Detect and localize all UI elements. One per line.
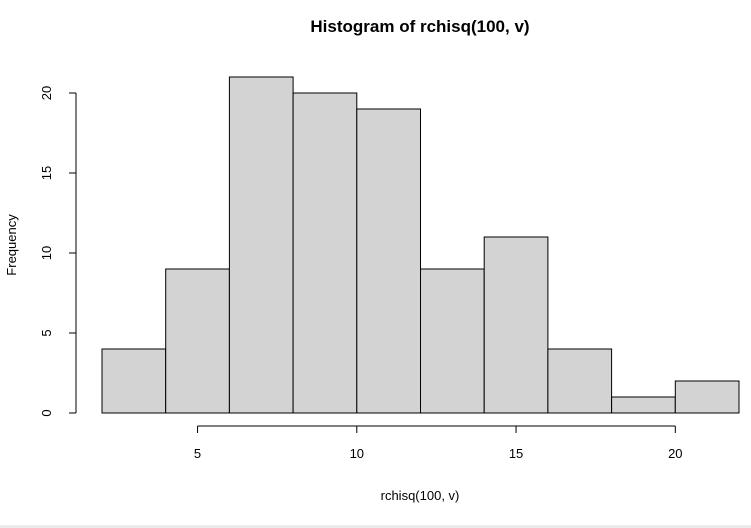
histogram-bar-4 [292, 92, 358, 414]
bars-group [101, 76, 740, 414]
x-tick-label: 15 [509, 446, 523, 461]
histogram-bar-8 [547, 348, 613, 414]
histogram-bar-6 [420, 268, 485, 414]
window-bottom-border [0, 525, 751, 528]
histogram-bar-9 [611, 396, 676, 414]
histogram-bar-2 [165, 268, 230, 414]
x-axis: 5 10 15 20 [194, 425, 683, 461]
y-tick-label: 15 [39, 166, 54, 180]
chart-title: Histogram of rchisq(100, v) [310, 17, 529, 36]
y-tick-label: 0 [39, 409, 54, 416]
x-tick-label: 20 [668, 446, 682, 461]
x-tick-label: 5 [194, 446, 201, 461]
histogram-bar-5 [356, 108, 421, 414]
y-axis-label: Frequency [4, 214, 19, 276]
x-axis-label: rchisq(100, v) [381, 488, 460, 503]
histogram-bar-1 [101, 348, 167, 414]
histogram-bar-3 [228, 76, 294, 414]
x-tick-label: 10 [350, 446, 364, 461]
y-tick-label: 5 [39, 329, 54, 336]
histogram-bar-7 [483, 236, 549, 414]
y-tick-label: 20 [39, 86, 54, 100]
histogram-bar-10 [674, 380, 740, 414]
y-axis: 0 5 10 15 20 [39, 86, 77, 417]
y-tick-label: 10 [39, 246, 54, 260]
